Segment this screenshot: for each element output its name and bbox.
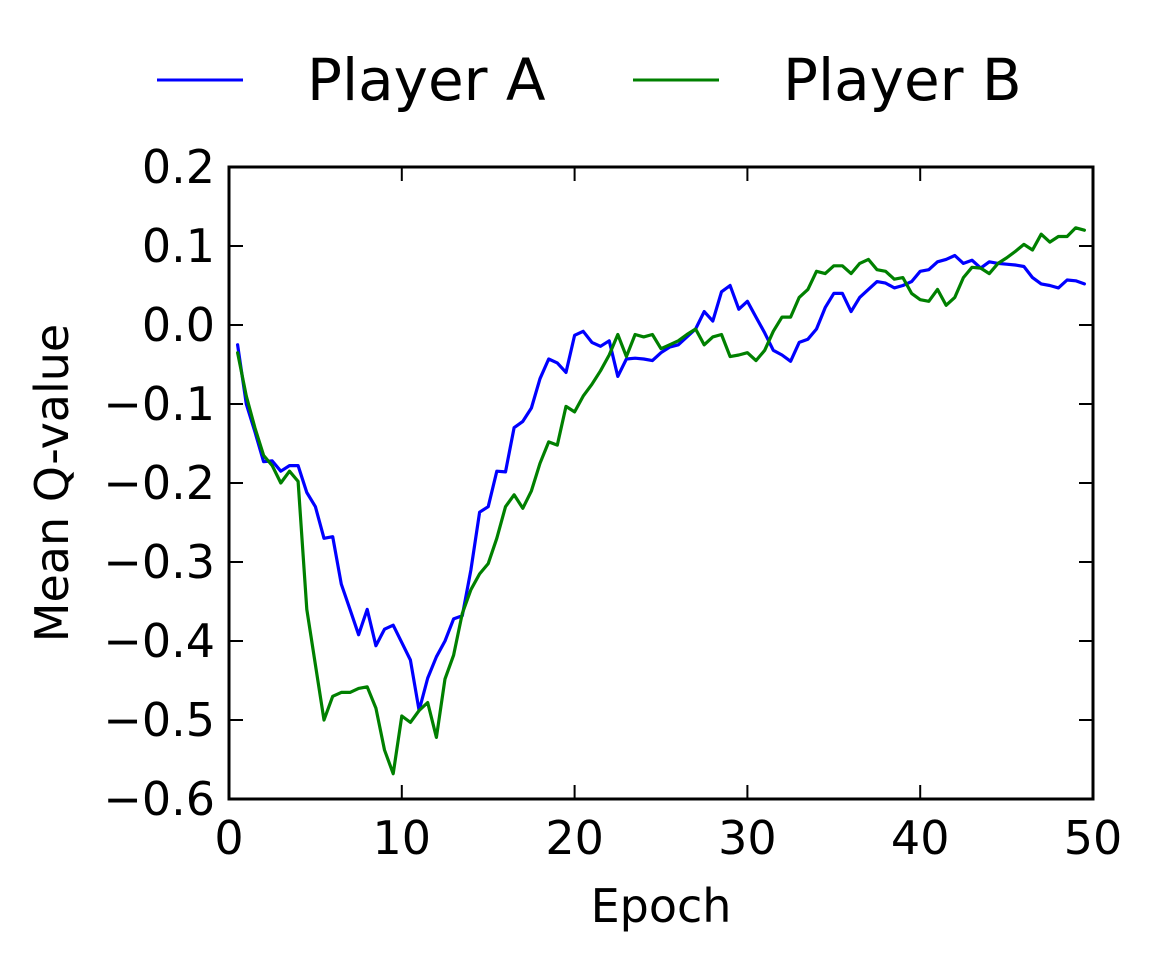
series-line-player-a: [236, 253, 1087, 713]
y-tick-label: 0.2: [142, 140, 215, 194]
y-tick-label: 0.0: [142, 298, 215, 352]
series-line-player-b: [236, 226, 1087, 776]
x-axis-label: Epoch: [591, 879, 732, 933]
x-tick-label: 50: [1064, 811, 1123, 865]
x-tick-label: 20: [545, 811, 604, 865]
plot-frame: [227, 165, 1095, 801]
tick-labels: 0 10 20 30 40 50 0.2 0.1 0.0 −0.1 −0.2 −0.3 −0.4 −0.5…: [103, 140, 1122, 865]
y-tick-label: −0.5: [103, 693, 215, 747]
y-axis-label: Mean Q-value: [25, 324, 79, 642]
y-tick-label: −0.1: [103, 377, 215, 431]
x-tick-label: 10: [373, 811, 432, 865]
y-tick-label: −0.4: [103, 614, 215, 668]
legend-label-player-b: Player B: [783, 46, 1022, 114]
y-tick-label: 0.1: [142, 219, 215, 273]
series-lines: [236, 226, 1087, 776]
x-tick-label: 40: [891, 811, 950, 865]
x-tick-label: 0: [214, 811, 243, 865]
y-tick-label: −0.3: [103, 535, 215, 589]
legend-label-player-a: Player A: [307, 46, 546, 114]
x-tick-label: 30: [718, 811, 777, 865]
y-tick-label: −0.2: [103, 456, 215, 510]
y-tick-label: −0.6: [103, 772, 215, 826]
legend: Player A Player B: [157, 46, 1022, 114]
